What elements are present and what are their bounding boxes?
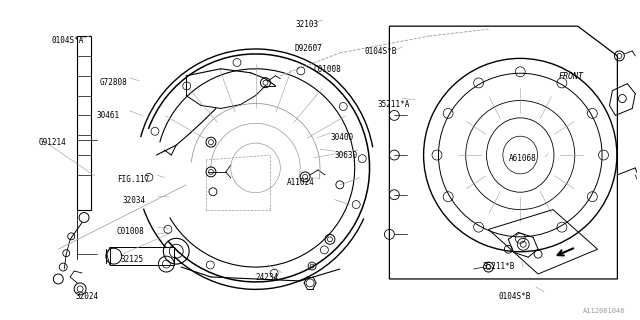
Text: C01008: C01008 [117, 227, 145, 236]
Text: 32125: 32125 [120, 255, 143, 264]
Text: FIG.117: FIG.117 [117, 175, 149, 184]
Text: FRONT: FRONT [559, 72, 584, 81]
Text: 32034: 32034 [122, 196, 145, 205]
Text: A61068: A61068 [508, 154, 536, 163]
Text: 35211*B: 35211*B [483, 261, 515, 270]
Text: 32024: 32024 [76, 292, 99, 301]
Text: 0104S*B: 0104S*B [364, 47, 397, 56]
Text: A112001046: A112001046 [583, 308, 625, 314]
Bar [110, 247, 174, 265]
Text: 0104S*B: 0104S*B [499, 292, 531, 301]
Text: 32103: 32103 [296, 20, 319, 29]
Text: 30400: 30400 [331, 133, 354, 142]
Text: 35211*A: 35211*A [377, 100, 410, 109]
Text: D92607: D92607 [294, 44, 323, 52]
Text: 30461: 30461 [96, 111, 119, 120]
Text: A11024: A11024 [286, 178, 314, 188]
Text: 30630: 30630 [335, 151, 358, 160]
Text: C01008: C01008 [314, 65, 341, 74]
Text: 0104S*A: 0104S*A [52, 36, 84, 45]
Text: 24234: 24234 [255, 273, 278, 282]
Text: G91214: G91214 [39, 138, 67, 147]
Text: G72808: G72808 [100, 78, 127, 87]
Bar [77, 36, 91, 210]
